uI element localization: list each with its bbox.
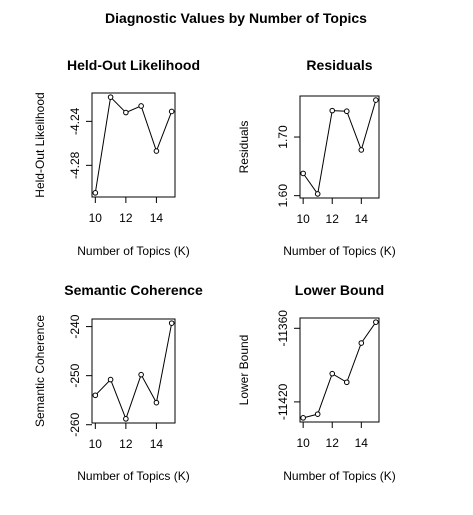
data-point — [358, 340, 365, 346]
data-point — [168, 108, 175, 115]
x-tick-label: 12 — [326, 436, 340, 450]
series-line — [303, 321, 377, 419]
data-point — [329, 107, 336, 114]
data-point — [123, 416, 129, 422]
data-point — [314, 191, 321, 197]
y-tick-label: 1.60 — [276, 184, 290, 208]
data-point — [107, 94, 114, 100]
data-point — [123, 109, 129, 116]
panel-title: Lower Bound — [295, 282, 384, 298]
data-point — [92, 190, 99, 196]
y-tick-label: 1.70 — [276, 125, 290, 149]
x-tick-label: 14 — [355, 212, 369, 226]
data-point — [153, 148, 160, 154]
y-tick-label: -250 — [68, 363, 82, 387]
data-point — [138, 371, 144, 378]
y-axis-title: Semantic Coherence — [33, 315, 47, 427]
series-line — [302, 99, 377, 196]
data-point — [343, 108, 350, 115]
plot-frame — [299, 317, 380, 423]
panel-lower-bound: Lower Bound 10 12 14 -11360 -11420 Number of T… — [237, 282, 396, 483]
series-line — [94, 323, 173, 421]
panel-residuals: Residuals 10 12 14 1.60 1.70 Number of Topics … — [237, 57, 396, 258]
data-point — [373, 319, 379, 325]
plot-frame — [91, 318, 176, 424]
panel-title: Residuals — [306, 57, 372, 73]
x-tick-label: 12 — [119, 437, 133, 451]
data-point — [329, 370, 336, 377]
y-tick-label: -260 — [68, 412, 82, 436]
x-tick-label: 14 — [150, 211, 164, 225]
x-tick-label: 10 — [296, 212, 310, 226]
x-axis-title: Number of Topics (K) — [77, 469, 189, 483]
data-point — [92, 392, 99, 399]
data-point — [314, 411, 321, 417]
plot-frame — [91, 92, 176, 198]
x-tick-label: 12 — [119, 211, 133, 225]
data-point — [168, 320, 175, 326]
y-tick-label: -4.28 — [68, 151, 82, 179]
x-tick-label: 10 — [296, 436, 310, 450]
panel-held-out-likelihood: Held-Out Likelihood 10 12 14 -4.24 -4.28 Numbe… — [33, 57, 200, 258]
data-point — [138, 103, 144, 109]
y-axis-title: Residuals — [237, 121, 251, 174]
data-point — [373, 97, 379, 103]
panel-semantic-coherence: Semantic Coherence 10 12 14 -240 -250 -260 Numb… — [33, 282, 203, 483]
data-point — [300, 415, 306, 421]
data-point — [300, 170, 306, 177]
y-axis-title: Held-Out Likelihood — [33, 92, 47, 197]
y-tick-label: -11420 — [276, 383, 290, 420]
panel-title: Held-Out Likelihood — [67, 57, 200, 73]
x-axis-title: Number of Topics (K) — [283, 469, 395, 483]
y-tick-label: -240 — [68, 314, 82, 338]
y-tick-label: -11360 — [276, 310, 290, 347]
x-tick-label: 14 — [150, 437, 164, 451]
data-point — [153, 399, 160, 406]
x-axis-title: Number of Topics (K) — [77, 244, 189, 258]
x-tick-label: 10 — [89, 437, 103, 451]
data-point — [343, 379, 350, 386]
data-point — [358, 147, 365, 153]
x-axis-title: Number of Topics (K) — [283, 244, 395, 258]
y-tick-label: -4.24 — [68, 107, 82, 135]
figure-title: Diagnostic Values by Number of Topics — [105, 10, 367, 26]
plot-frame — [299, 95, 380, 199]
panel-title: Semantic Coherence — [64, 282, 203, 298]
y-axis-title: Lower Bound — [237, 335, 251, 406]
x-tick-label: 12 — [326, 212, 340, 226]
data-point — [107, 376, 114, 383]
x-tick-label: 10 — [89, 211, 103, 225]
series-line — [94, 96, 173, 193]
x-tick-label: 14 — [355, 436, 369, 450]
